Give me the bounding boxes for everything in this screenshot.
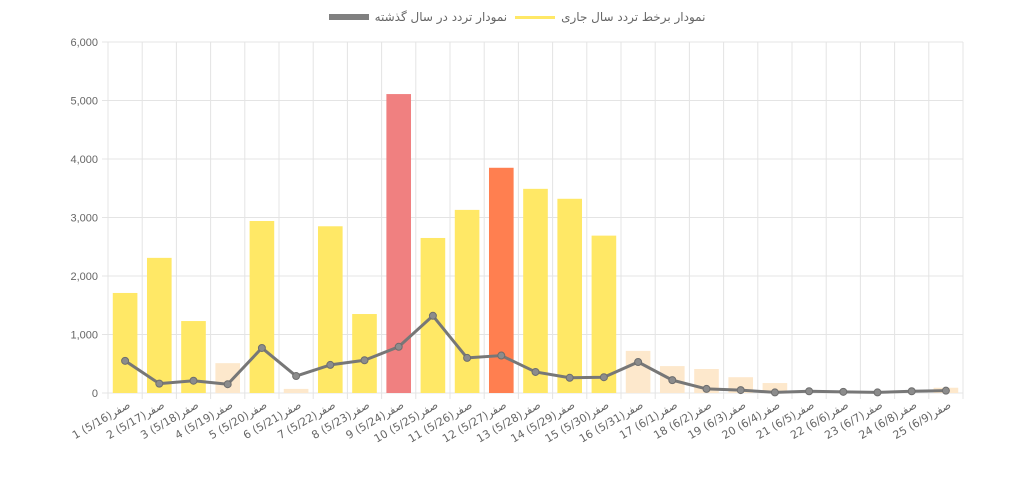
x-axis: 1 صفر(5/16)2 صفر(5/17)3 صفر(5/18)4 صفر(5… — [70, 398, 953, 445]
line-point-marker — [257, 343, 266, 352]
bar — [112, 292, 138, 393]
y-tick-label: 5,000 — [70, 96, 98, 108]
legend-item-last-year[interactable]: نمودار تردد در سال گذشته — [328, 10, 508, 24]
line-point-marker — [565, 373, 574, 382]
y-tick-label: 4,000 — [70, 154, 98, 166]
line-point-marker — [326, 360, 335, 369]
legend-label-current-year: نمودار برخط تردد سال جاری — [561, 10, 706, 24]
line-point-marker — [360, 356, 369, 365]
line-point-marker — [155, 379, 164, 388]
line-point-marker — [189, 376, 198, 385]
bar-series-current-year — [112, 94, 959, 393]
bar — [283, 388, 309, 393]
legend-swatch-current-year — [515, 15, 556, 19]
line-point-marker — [907, 387, 916, 396]
bar — [454, 209, 480, 393]
line-point-marker — [497, 351, 506, 360]
line-point-marker — [634, 357, 643, 366]
line-point-marker — [463, 353, 472, 362]
line-point-marker — [223, 380, 232, 389]
line-point-marker — [839, 387, 848, 396]
y-tick-label: 1,000 — [70, 330, 98, 342]
bar — [249, 221, 275, 393]
legend-item-current-year[interactable]: نمودار برخط تردد سال جاری — [515, 10, 705, 24]
line-point-marker — [736, 386, 745, 395]
line-point-marker — [531, 367, 540, 376]
bar — [146, 257, 172, 393]
bar — [557, 198, 583, 393]
bar — [352, 314, 377, 393]
line-point-marker — [668, 376, 677, 385]
y-tick-label: 6,000 — [70, 37, 98, 49]
bar — [762, 383, 788, 393]
bar — [523, 188, 548, 393]
line-point-marker — [941, 386, 950, 395]
line-point-marker — [599, 373, 608, 382]
line-point-marker — [873, 388, 882, 397]
bar — [625, 350, 651, 393]
line-series-last-year — [121, 311, 950, 397]
y-tick-label: 0 — [92, 388, 98, 400]
y-tick-label: 3,000 — [70, 213, 98, 225]
line-point-marker — [770, 388, 779, 397]
y-axis: 0 1,000 2,000 3,000 4,000 5,000 6,000 — [70, 37, 98, 400]
grid-lines — [102, 41, 964, 399]
line-point-marker — [394, 342, 403, 351]
y-tick-label: 2,000 — [70, 271, 98, 283]
chart-legend: نمودار برخط تردد سال جاری نمودار تردد در… — [0, 10, 1034, 24]
line-point-marker — [292, 372, 301, 381]
bar — [591, 235, 617, 393]
line-point-marker — [702, 384, 711, 393]
legend-label-last-year: نمودار تردد در سال گذشته — [374, 10, 508, 24]
bar — [215, 363, 241, 393]
line-point-marker — [805, 387, 814, 396]
line-point-marker — [121, 356, 130, 365]
line-point-marker — [428, 311, 437, 320]
legend-swatch-last-year — [328, 14, 369, 20]
